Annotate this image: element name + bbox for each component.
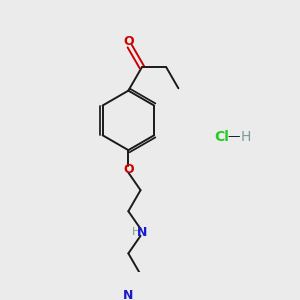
Text: O: O bbox=[123, 35, 134, 48]
Text: O: O bbox=[123, 163, 134, 176]
Text: H: H bbox=[131, 227, 140, 237]
Text: N: N bbox=[137, 226, 148, 239]
Text: Cl: Cl bbox=[214, 130, 229, 144]
Text: —: — bbox=[228, 130, 240, 143]
Text: H: H bbox=[241, 130, 251, 144]
Text: N: N bbox=[123, 289, 134, 300]
